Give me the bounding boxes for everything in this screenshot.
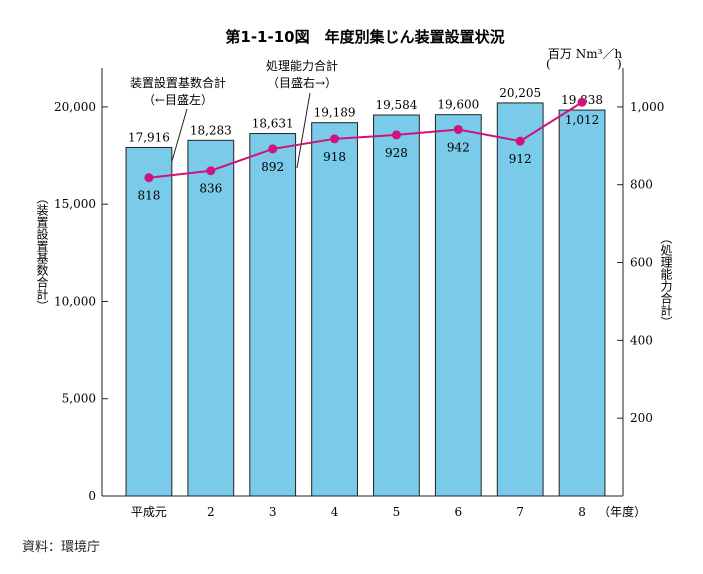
line-point [391,130,401,140]
line-value-label: 942 [447,140,470,154]
line-labels: 818 836 892 918 928 942 912 1,012 [137,113,599,202]
right-tick-label: 200 [630,411,653,425]
line-point [577,97,587,107]
x-tick-label: 5 [393,505,401,519]
bar [373,114,420,497]
left-tick-label: 5,000 [62,392,96,406]
line-point [268,144,278,154]
bar [558,109,606,497]
x-tick-label: 3 [269,505,277,519]
line-value-label: 836 [199,182,222,196]
line-point [453,124,463,134]
right-unit-text: 百万 Nm³／h [548,47,623,61]
line-value-label: 918 [323,150,346,164]
left-tick-label: 20,000 [54,100,96,114]
bar-value-label: 19,189 [314,106,356,120]
line-point [515,136,525,146]
x-tick-label: 6 [454,505,462,519]
bar-value-label: 20,205 [499,86,541,100]
line-annotation-line2: （目盛右→） [267,75,337,90]
bars [125,102,606,497]
bar-value-label: 17,916 [128,130,170,144]
line-annotation-leader [296,92,311,169]
line-path [148,101,583,179]
bar [187,139,235,497]
bars-annotation-leader [169,108,188,169]
x-tick-label: 2 [207,505,215,519]
x-tick-label: 7 [516,505,524,519]
x-tick-label: 4 [331,505,339,519]
left-tick-label: 10,000 [54,294,96,308]
bar [434,114,482,497]
bar [311,122,358,497]
x-tick-label: 8 [578,505,586,519]
line-value-label: 1,012 [565,113,599,127]
line-annotation-line1: 処理能力合計 [266,58,338,73]
bar-value-label: 19,600 [437,98,479,112]
right-axis-title: （処理能力合計） [659,232,673,328]
left-axis-title: （装置設置基数合計） [35,192,49,312]
bars-annotation-line1: 装置設置基数合計 [130,75,226,90]
source-note: 資料：環境庁 [22,540,101,555]
line-point [144,173,154,183]
right-tick-label: 800 [630,178,653,192]
left-tick-label: 15,000 [54,197,96,211]
bar-value-label: 18,283 [190,123,232,137]
right-unit-paren-l: ( [546,57,551,71]
right-unit-label: ( 百万 Nm³／h ) [546,47,622,71]
line-value-label: 818 [137,189,160,203]
bars-annotation-line2: （←目盛左） [143,92,213,107]
right-tick-label: 1,000 [630,100,664,114]
bar-value-label: 19,584 [375,98,417,112]
chart-title: 第1-1-10図 年度別集じん装置設置状況 [225,28,504,46]
x-tick-labels: 平成元 2 3 4 5 6 7 8 （年度） [131,504,646,519]
line-series [144,97,587,183]
line-point [330,134,340,144]
axes: 0 5,000 10,000 15,000 20,000 200 400 600 800 1,00… [54,68,664,503]
line-value-label: 892 [261,160,284,174]
line-value-label: 928 [385,146,408,160]
right-unit-paren-r: ) [617,57,622,71]
x-unit-label: （年度） [598,504,646,519]
bar [496,102,544,497]
line-point [206,166,216,176]
right-tick-label: 600 [630,256,653,270]
bar [125,146,173,497]
right-tick-label: 400 [630,333,653,347]
bar [249,133,297,497]
x-tick-label: 平成元 [131,505,167,519]
line-value-label: 912 [509,152,532,166]
left-tick-label: 0 [88,489,96,503]
bar-value-label: 18,631 [252,117,294,131]
